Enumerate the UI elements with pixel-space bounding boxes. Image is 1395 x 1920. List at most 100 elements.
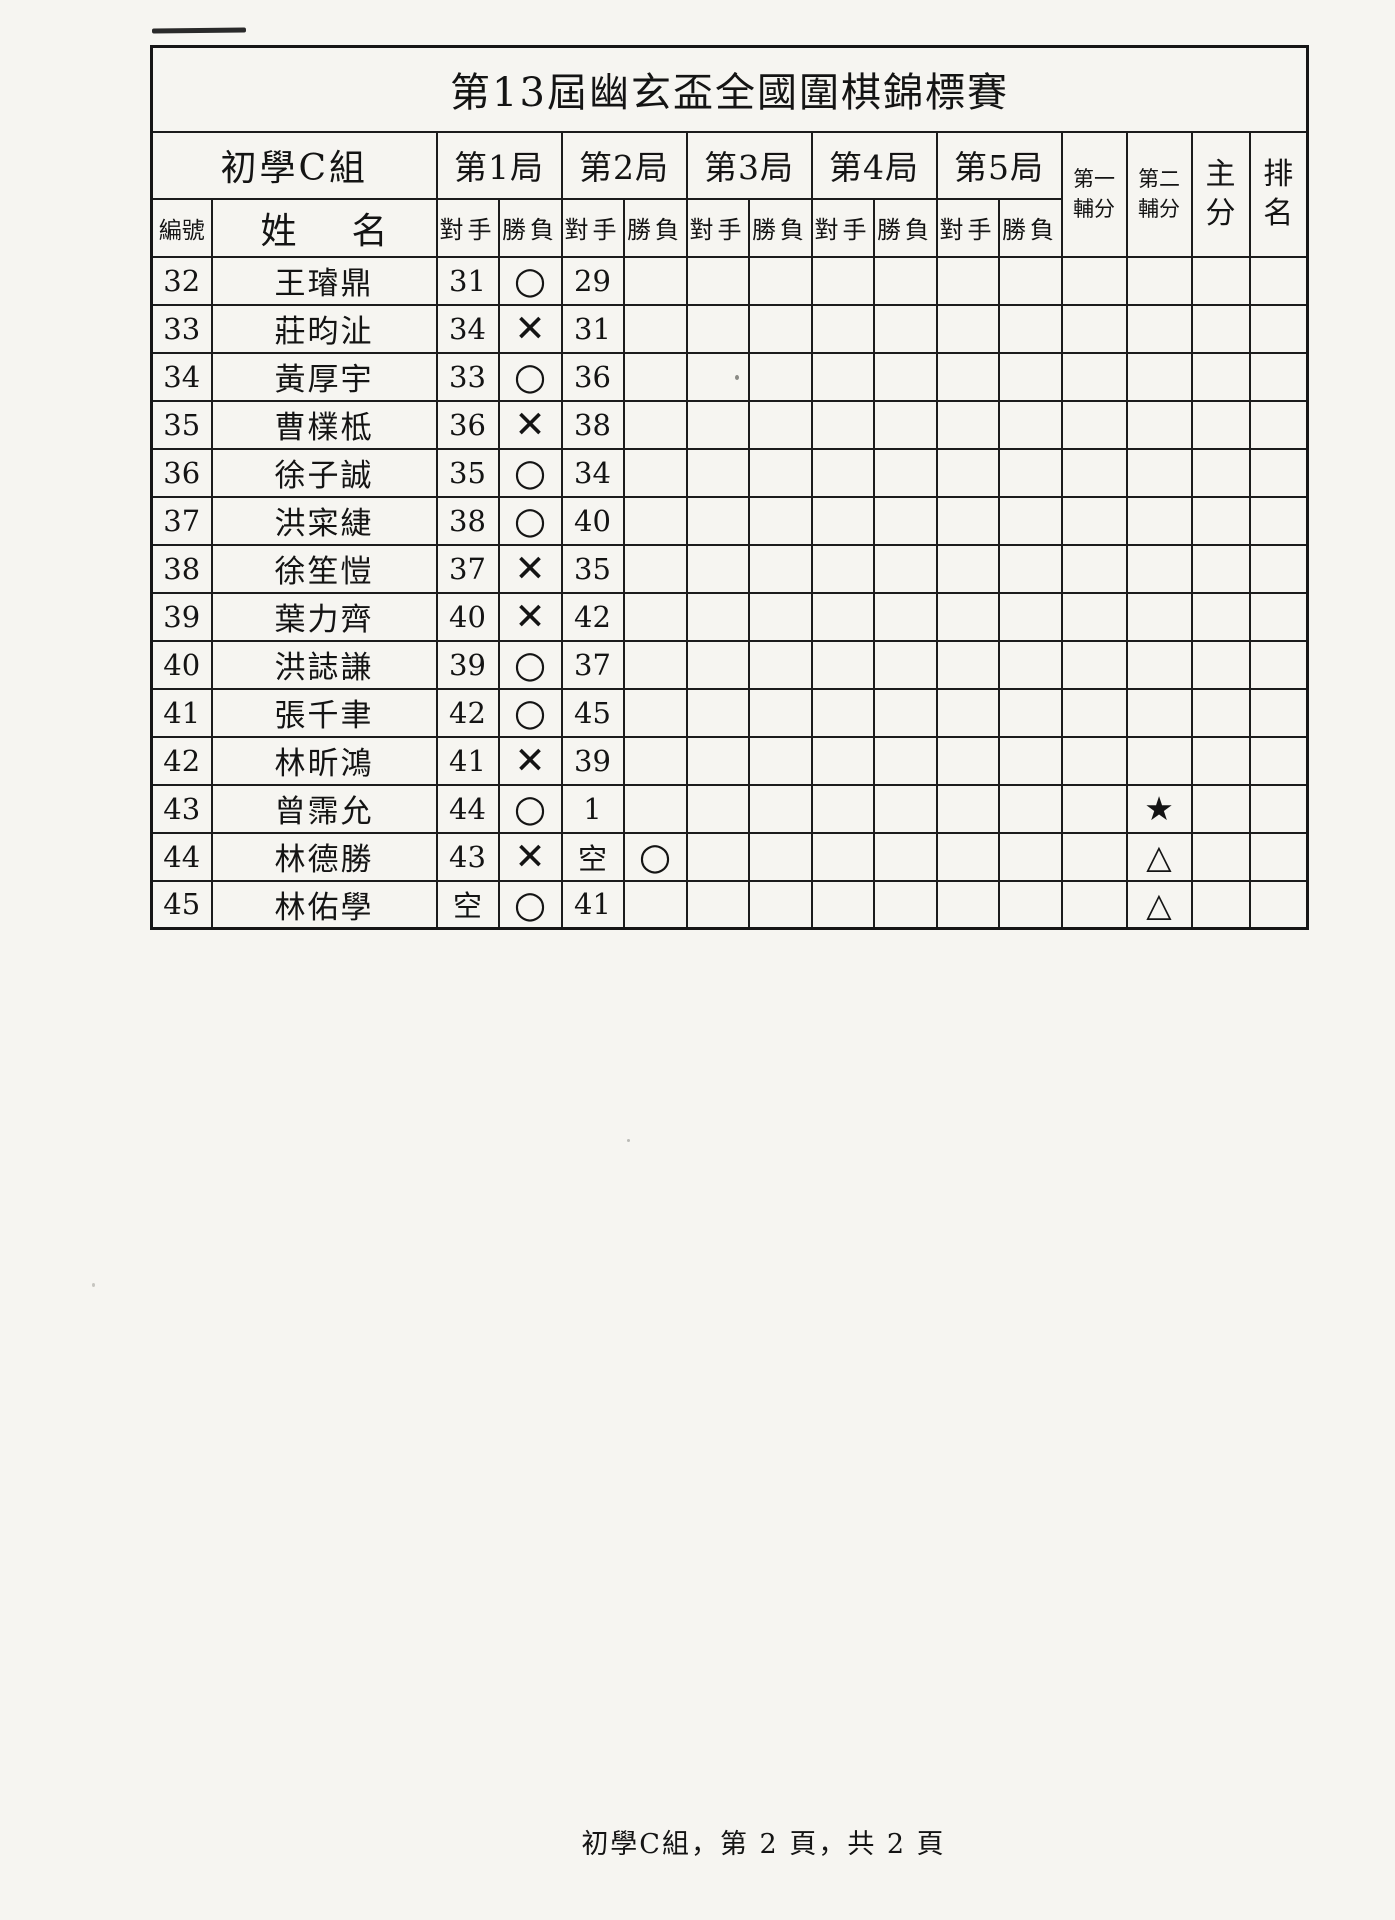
- title-row: 第13屆幽玄盃全國圍棋錦標賽: [150, 45, 1309, 133]
- round-2-result-cell: [622, 687, 688, 738]
- aux1-header: 第一 輔分: [1060, 130, 1128, 258]
- main-score-cell: [1190, 255, 1251, 306]
- round-1-result-cell: ○: [497, 687, 563, 738]
- round-3-result-cell: [747, 303, 813, 354]
- round-5-result-cell: [997, 639, 1063, 690]
- player-name-cell: 林佑學: [210, 879, 438, 930]
- player-id-cell: 45: [150, 879, 213, 930]
- round-1-opponent-cell: 44: [435, 783, 500, 834]
- main-score-cell: [1190, 879, 1251, 930]
- round-2-opponent-cell: 38: [560, 399, 625, 450]
- player-row: 35 曹檏柢 36 ✕ 38: [150, 399, 1309, 450]
- aux1-score-cell: [1060, 879, 1128, 930]
- round-5-header: 第5局: [935, 130, 1063, 200]
- group-label: 初學C組: [150, 130, 438, 200]
- round-5-result-cell: [997, 255, 1063, 306]
- player-id-cell: 33: [150, 303, 213, 354]
- round-5-result-cell: [997, 687, 1063, 738]
- aux1-score-cell: [1060, 687, 1128, 738]
- round-2-opponent-cell: 1: [560, 783, 625, 834]
- player-row: 34 黃厚宇 33 ○ 36: [150, 351, 1309, 402]
- player-row: 43 曾霈允 44 ○ 1 ★: [150, 783, 1309, 834]
- round-3-opponent-cell: [685, 639, 750, 690]
- rank-header: 排 名: [1248, 130, 1309, 258]
- round-3-opponent-cell: [685, 543, 750, 594]
- main-score-cell: [1190, 687, 1251, 738]
- player-name-cell: 曾霈允: [210, 783, 438, 834]
- round-4-result-cell: [872, 735, 938, 786]
- scan-artifact-mark: [151, 27, 247, 34]
- round-4-opponent-cell: [810, 783, 875, 834]
- round-2-opponent-cell: 37: [560, 639, 625, 690]
- round-4-opponent-cell: [810, 447, 875, 498]
- round-2-opponent-cell: 29: [560, 255, 625, 306]
- scan-speck: [92, 1283, 95, 1287]
- round-3-opponent-cell: [685, 351, 750, 402]
- round-2-result-cell: [622, 783, 688, 834]
- round-3-opponent-cell: [685, 399, 750, 450]
- rank-value-cell: [1248, 591, 1309, 642]
- main-score-header: 主 分: [1190, 130, 1251, 258]
- round-1-result-cell: ○: [497, 879, 563, 930]
- round-1-opponent-cell: 35: [435, 447, 500, 498]
- round-2-result-cell: [622, 495, 688, 546]
- round-5-result-cell: [997, 735, 1063, 786]
- round-2-result-cell: [622, 735, 688, 786]
- player-name-cell: 林德勝: [210, 831, 438, 882]
- round-3-result-cell: [747, 399, 813, 450]
- aux2-score-cell: △: [1125, 831, 1193, 882]
- round-4-opponent-cell: [810, 831, 875, 882]
- round-2-result-cell: [622, 543, 688, 594]
- aux2-score-cell: [1125, 399, 1193, 450]
- round-3-opponent-cell: [685, 783, 750, 834]
- round-5-result-cell: [997, 399, 1063, 450]
- rank-value-cell: [1248, 543, 1309, 594]
- round-2-opponent-cell: 41: [560, 879, 625, 930]
- rank-value-cell: [1248, 447, 1309, 498]
- aux1-header-line1: 第一: [1073, 166, 1115, 191]
- round-4-opponent-cell: [810, 351, 875, 402]
- player-id-cell: 40: [150, 639, 213, 690]
- round-5-opponent-cell: [935, 303, 1000, 354]
- aux1-score-cell: [1060, 255, 1128, 306]
- rank-value-cell: [1248, 831, 1309, 882]
- round-1-opponent-cell: 空: [435, 879, 500, 930]
- rank-value-cell: [1248, 879, 1309, 930]
- aux2-score-cell: [1125, 303, 1193, 354]
- round-5-result-cell: [997, 831, 1063, 882]
- round-1-result-cell: ○: [497, 447, 563, 498]
- page-footer: 初學C組，第 2 頁，共 2 頁: [581, 1829, 946, 1860]
- round-2-opponent-cell: 31: [560, 303, 625, 354]
- header-row-columns: 編號 姓 名 對手 勝負 對手 勝負 對手 勝負 對手 勝負 對手 勝負: [150, 197, 1308, 258]
- round-5-opponent-header: 對手: [935, 197, 1000, 258]
- player-id-cell: 44: [150, 831, 213, 882]
- round-2-opponent-cell: 39: [560, 735, 625, 786]
- round-4-result-cell: [872, 879, 938, 930]
- player-name-cell: 曹檏柢: [210, 399, 438, 450]
- round-5-result-cell: [997, 303, 1063, 354]
- round-3-opponent-cell: [685, 303, 750, 354]
- round-3-opponent-cell: [685, 687, 750, 738]
- player-id-cell: 42: [150, 735, 213, 786]
- aux1-score-cell: [1060, 351, 1128, 402]
- round-4-opponent-cell: [810, 399, 875, 450]
- round-3-result-cell: [747, 255, 813, 306]
- round-1-result-cell: ✕: [497, 303, 563, 354]
- player-id-cell: 34: [150, 351, 213, 402]
- round-4-result-cell: [872, 687, 938, 738]
- main-score-cell: [1190, 639, 1251, 690]
- round-5-result-cell: [997, 351, 1063, 402]
- round-1-opponent-cell: 33: [435, 351, 500, 402]
- header-row-groups: 初學C組 第1局 第2局 第3局 第4局 第5局 第一 輔分 第二 輔分 主 分: [150, 130, 1309, 258]
- player-name-cell: 莊昀沚: [210, 303, 438, 354]
- round-5-result-cell: [997, 591, 1063, 642]
- round-5-opponent-cell: [935, 591, 1000, 642]
- player-name-cell: 徐子誠: [210, 447, 438, 498]
- player-row: 36 徐子誠 35 ○ 34: [150, 447, 1309, 498]
- round-1-result-cell: ✕: [497, 735, 563, 786]
- round-5-opponent-cell: [935, 879, 1000, 930]
- round-5-result-cell: [997, 495, 1063, 546]
- round-5-opponent-cell: [935, 399, 1000, 450]
- rank-value-cell: [1248, 495, 1309, 546]
